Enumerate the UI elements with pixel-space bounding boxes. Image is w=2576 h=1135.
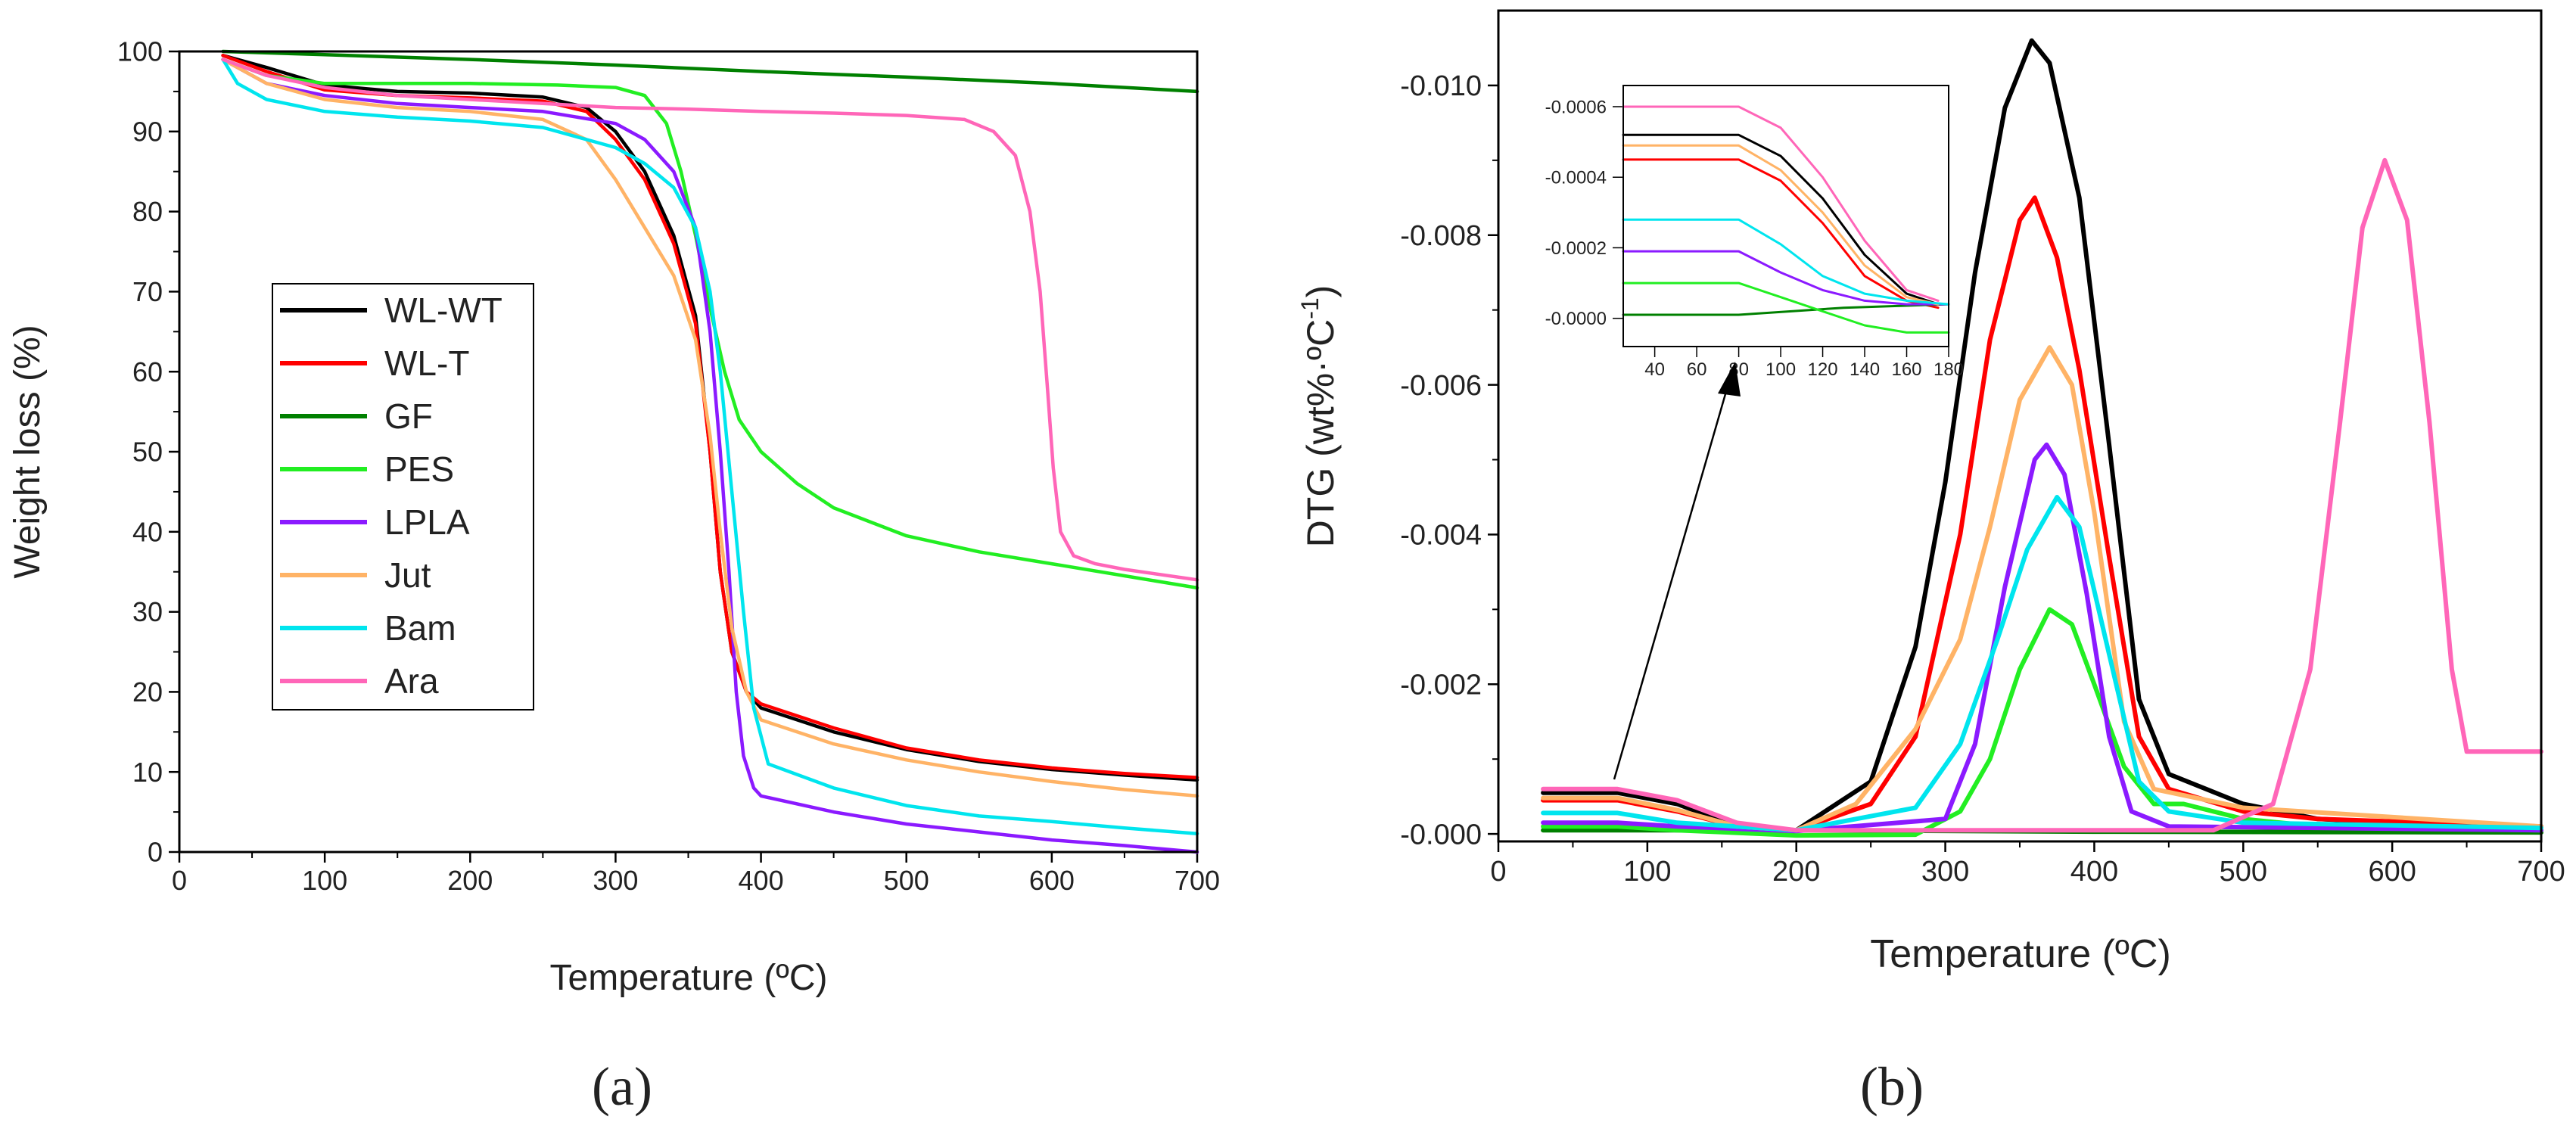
inset-xtick-label: 60 [1687,359,1707,380]
panel-a-series-gf [221,49,1199,94]
panel-a-xtick-label: 0 [172,865,187,896]
panel-b-series-jut [1541,345,2543,833]
ylabel-close: ) [1299,285,1342,298]
panel-b-xlabel: Temperature (ºC) [1870,932,2171,976]
panel-b: 0 100 200 300 400 500 600 700 -0.000 -0.002 -0.004… [1296,9,2565,1117]
panel-a-xtick-label: 700 [1174,865,1220,896]
panel-a-xtick-label: 500 [884,865,929,896]
inset-ytick-label: -0.0002 [1545,238,1607,259]
panel-a-xtick-label: 400 [739,865,784,896]
panel-a-ytick-label: 40 [132,516,163,547]
panel-b-xtick-label: 100 [1623,856,1671,888]
panel-b-ytick-label: -0.004 [1400,520,1482,552]
legend-label-pes: PES [384,449,454,489]
panel-b-ylabel: DTG (wt%·ºC-1) [1296,285,1342,548]
ylabel-main: DTG (wt%·ºC [1299,319,1342,548]
panel-b-frame [1497,9,2543,843]
legend-label-wl-t: WL-T [384,344,469,383]
panel-a-xtick-label: 300 [593,865,638,896]
panel-a-ytick-label: 100 [117,36,163,67]
panel-a-series-bam [221,58,1199,835]
legend-label-lpla: LPLA [384,502,470,542]
inset-ytick-label: -0.0000 [1545,309,1607,329]
inset-frame [1622,85,1949,347]
inset-pointer-arrow [1613,362,1741,780]
inset-xtick-label: 100 [1766,359,1796,380]
legend-frame [272,283,534,711]
panel-b-ytick-label: -0.002 [1400,670,1482,701]
panel-a-xtick-label: 200 [447,865,493,896]
inset-series-bam [1622,218,1950,306]
panel-a-xtick-label: 100 [302,865,347,896]
panel-a-ytick-label: 10 [132,757,163,788]
legend-label-bam: Bam [384,608,456,648]
panel-a-frame [178,50,1199,854]
panel-a-series-ara [221,58,1199,582]
inset-xtick-label: 40 [1644,359,1665,380]
panel-b-label: (b) [1860,1056,1924,1117]
panel-a-legend: WL-WT WL-T GF PES LPLA Jut Bam Ara [272,283,534,711]
legend-label-gf: GF [384,396,433,436]
panel-b-ytick-label: -0.010 [1400,70,1482,102]
arrow-shaft [1613,378,1731,780]
inset-series-jut [1622,144,1940,306]
legend-label-ara: Ara [384,661,439,701]
panel-a-xlabel: Temperature (ºC) [550,958,828,998]
panel-b-xtick-label: 300 [1921,856,1969,888]
panel-b-series-pes [1541,607,2543,838]
panel-a-series-jut [221,58,1199,798]
panel-a-ytick-label: 90 [132,116,163,147]
inset-xtick-label: 140 [1850,359,1880,380]
inset-series-wl-wt [1622,133,1940,306]
arrow-head [1718,362,1741,396]
panel-b-xtick-label: 700 [2517,856,2565,888]
panel-b-ytick-label: -0.008 [1400,220,1482,252]
panel-a-ytick-label: 80 [132,196,163,227]
inset-series-gf [1622,303,1950,316]
inset-ytick-label: -0.0006 [1545,97,1607,117]
legend-label-jut: Jut [384,555,431,595]
panel-b-xtick-label: 0 [1490,856,1506,888]
ylabel-superscript: -1 [1296,297,1324,319]
panel-a: 0 100 200 300 400 500 600 700 0 10 20 30 40 50 60 70 80 9… [8,36,1220,1117]
panel-b-xtick-label: 600 [2368,856,2416,888]
inset-series-pes [1622,281,1950,334]
panel-a-ytick-label: 50 [132,437,163,468]
inset-ytick-label: -0.0004 [1545,168,1607,188]
inset-xtick-label: 180 [1934,359,1964,380]
panel-a-ylabel: Weight loss (%) [8,325,48,578]
inset-series-lpla [1622,250,1950,306]
panel-b-ytick-label: -0.000 [1400,819,1482,850]
inset-xtick-label: 160 [1891,359,1921,380]
panel-a-ytick-label: 20 [132,676,163,707]
panel-a-ytick-label: 70 [132,276,163,307]
panel-b-xtick-label: 500 [2220,856,2267,888]
panel-b-series-bam [1541,495,2543,833]
panel-a-series-lpla [221,58,1199,854]
panel-a-label: (a) [592,1056,652,1117]
inset-series-ara [1622,105,1940,302]
inset-background [1623,86,1949,347]
panel-b-ytick-label: -0.006 [1400,370,1482,402]
inset-xtick-label: 120 [1808,359,1838,380]
panel-a-ytick-label: 60 [132,356,163,387]
legend-label-wl-wt: WL-WT [384,291,502,330]
panel-b-xtick-label: 400 [2070,856,2118,888]
panel-a-ytick-label: 0 [148,837,163,868]
panel-a-ytick-label: 30 [132,596,163,627]
panel-b-series-lpla [1541,442,2543,834]
panel-a-series-pes [221,58,1199,590]
panel-b-series-ara [1541,157,2543,833]
panel-b-xtick-label: 200 [1772,856,1820,888]
panel-a-xtick-label: 600 [1029,865,1075,896]
inset-chart: 40 60 80 100 120 140 160 180-0.0000-0.0002-0.00… [1545,85,1964,380]
